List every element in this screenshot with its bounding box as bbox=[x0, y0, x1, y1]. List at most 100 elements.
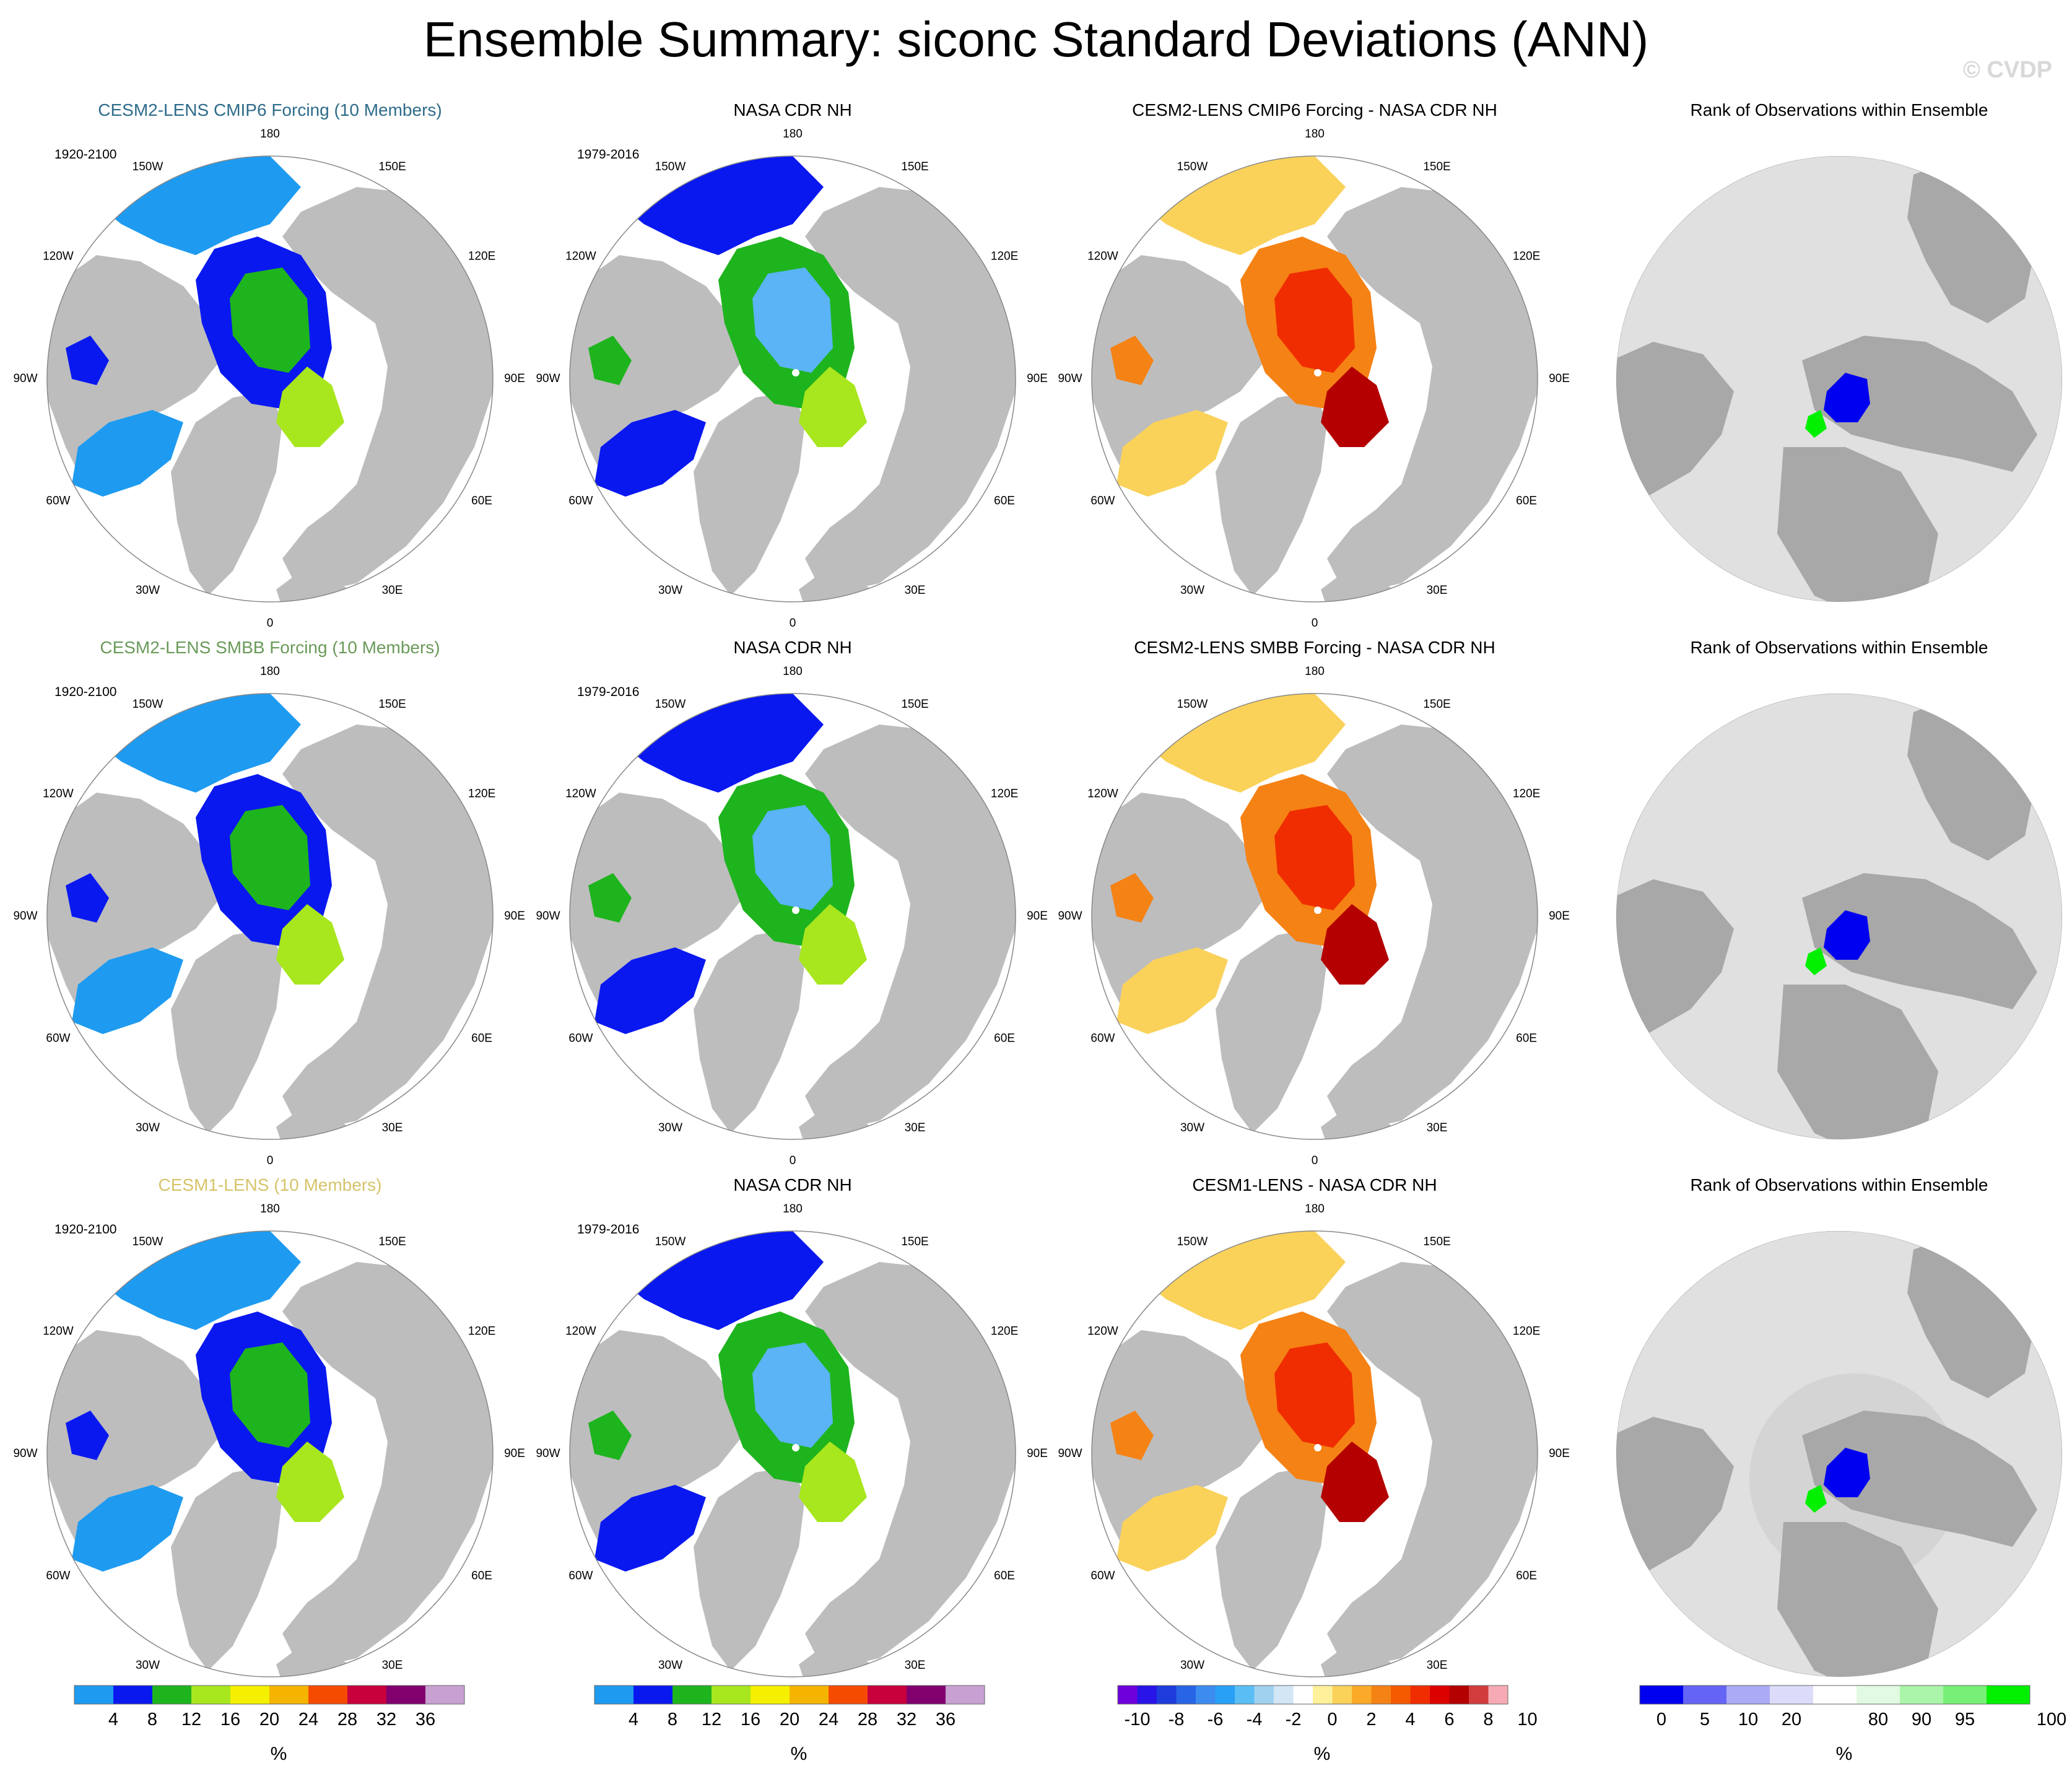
colorbar-tick-label: 8 bbox=[1483, 1710, 1493, 1729]
colorbar-swatch bbox=[790, 1686, 829, 1704]
colorbar-swatch bbox=[1726, 1686, 1770, 1704]
land-europe bbox=[799, 1646, 879, 1677]
land-europe bbox=[1321, 1108, 1401, 1139]
longitude-label: 120W bbox=[1087, 788, 1118, 801]
land-eurasia bbox=[282, 724, 493, 1133]
longitude-label: 180 bbox=[1305, 128, 1325, 141]
land-eurasia bbox=[1802, 873, 2037, 1009]
panel-r3c1: 180150E120E90E60E30E030W60W90W120W150WCE… bbox=[10, 1175, 530, 1708]
longitude-label: 150E bbox=[378, 160, 406, 173]
ice-barents bbox=[276, 1442, 344, 1522]
longitude-label: 150W bbox=[133, 698, 163, 711]
colorbar-swatch bbox=[1254, 1686, 1274, 1704]
colorbar-swatch bbox=[425, 1686, 465, 1704]
longitude-label: 150W bbox=[655, 1235, 686, 1248]
longitude-label: 90E bbox=[1549, 910, 1570, 923]
colorbar-swatch bbox=[347, 1686, 387, 1704]
land-eurasia bbox=[805, 1262, 1016, 1671]
rank-patch-high bbox=[1805, 1485, 1827, 1513]
land-europe bbox=[276, 1646, 357, 1677]
colorbar-tick-label: 12 bbox=[181, 1710, 201, 1729]
panel-r3c3: 180150E120E90E60E30E030W60W90W120W150WCE… bbox=[1055, 1175, 1575, 1708]
panel-title: NASA CDR NH bbox=[733, 100, 852, 120]
longitude-label: 30E bbox=[905, 1659, 926, 1672]
land-europe bbox=[1321, 1646, 1401, 1677]
period-label: 1920-2100 bbox=[54, 147, 117, 162]
colorbar-tick-label: 6 bbox=[1444, 1710, 1454, 1729]
land-europe bbox=[799, 571, 879, 602]
land-north-america bbox=[570, 255, 743, 484]
longitude-label: 60E bbox=[471, 495, 492, 508]
longitude-label: 60E bbox=[1516, 1570, 1537, 1583]
ice-central-arctic bbox=[752, 1342, 833, 1448]
colorbar-unit: % bbox=[1835, 1744, 1853, 1764]
land-greenland bbox=[171, 929, 282, 1133]
colorbar-swatch bbox=[1293, 1686, 1313, 1704]
colorbar-swatch bbox=[1857, 1686, 1900, 1704]
colorbar-swatch bbox=[1215, 1686, 1235, 1704]
ice-hudson bbox=[66, 336, 109, 385]
ice-labrador bbox=[1117, 410, 1228, 497]
colorbar-swatch bbox=[1813, 1686, 1857, 1704]
map-content bbox=[1092, 156, 1538, 602]
ice-barents bbox=[276, 367, 344, 447]
longitude-label: 150W bbox=[1177, 160, 1208, 173]
colorbar-tick-label: 100 bbox=[2037, 1710, 2066, 1729]
land-greenland bbox=[1216, 391, 1327, 596]
panel-title: Rank of Observations within Ensemble bbox=[1690, 100, 1988, 120]
ice-barents bbox=[1321, 904, 1389, 985]
colorbar-tick-label: 8 bbox=[668, 1710, 677, 1729]
period-label: 1979-2016 bbox=[577, 147, 640, 162]
rank-patch-low bbox=[1824, 910, 1870, 960]
map-border bbox=[569, 155, 1016, 602]
longitude-label: 60W bbox=[46, 495, 70, 508]
colorbar-tick-label: 32 bbox=[897, 1710, 916, 1729]
ice-hudson bbox=[588, 873, 632, 923]
land-north-america bbox=[47, 255, 220, 484]
pole-hole bbox=[792, 369, 799, 376]
longitude-label: 120W bbox=[1087, 1325, 1118, 1338]
longitude-label: 30E bbox=[382, 1659, 403, 1672]
longitude-label: 30W bbox=[136, 1121, 160, 1134]
longitude-label: 180 bbox=[783, 665, 803, 678]
longitude-label: 60W bbox=[1090, 1570, 1115, 1583]
longitude-label: 30E bbox=[1427, 584, 1448, 597]
colorbar-swatch bbox=[1900, 1686, 1944, 1704]
colorbar-frame bbox=[594, 1685, 985, 1705]
colorbar-tick-label: 4 bbox=[629, 1710, 638, 1729]
longitude-label: 180 bbox=[260, 665, 280, 678]
panel-title: CESM2-LENS CMIP6 Forcing (10 Members) bbox=[98, 100, 442, 120]
longitude-label: 180 bbox=[783, 128, 803, 141]
period-label: 1979-2016 bbox=[577, 685, 640, 699]
longitude-label: 150E bbox=[1423, 160, 1450, 173]
map-content bbox=[1616, 694, 2062, 1139]
longitude-label: 30W bbox=[136, 1659, 160, 1672]
land-europe bbox=[1321, 571, 1401, 602]
colorbar-swatch bbox=[751, 1686, 790, 1704]
longitude-label: 150E bbox=[901, 1235, 928, 1248]
land-greenland bbox=[694, 1466, 805, 1671]
longitude-label: 60E bbox=[1516, 495, 1537, 508]
ice-hudson bbox=[588, 336, 632, 385]
longitude-label: 90E bbox=[1027, 372, 1048, 385]
rank-patch-high bbox=[1805, 410, 1827, 438]
colorbar-swatch bbox=[1352, 1686, 1372, 1704]
colorbar-tick-label: 16 bbox=[741, 1710, 760, 1729]
longitude-label: 90E bbox=[1549, 372, 1570, 385]
panel-title: CESM2-LENS SMBB Forcing (10 Members) bbox=[100, 638, 440, 657]
longitude-label: 60E bbox=[1516, 1032, 1537, 1045]
colorbar-swatch bbox=[946, 1686, 985, 1704]
land-north-america bbox=[1092, 793, 1265, 1022]
longitude-label: 30E bbox=[905, 1121, 926, 1134]
longitude-label: 30W bbox=[1180, 1121, 1204, 1134]
longitude-label: 150E bbox=[901, 160, 928, 173]
colorbar-tick-label: 0 bbox=[1656, 1710, 1666, 1729]
colorbar-tick-label: 0 bbox=[1327, 1710, 1337, 1729]
colorbar-rank: 0 5 10 20 80 90 95 100% bbox=[1639, 1685, 2066, 1766]
longitude-label: 90E bbox=[504, 372, 525, 385]
ice-barents bbox=[1321, 1442, 1389, 1522]
land-eurasia bbox=[1802, 336, 2037, 472]
panel-r1c3: 180 150E 120E 90E 60E 30E 0 30W 60W 90W 120W 150W CE… bbox=[1055, 100, 1575, 633]
pole-hole bbox=[1314, 907, 1321, 914]
pole-hole bbox=[792, 907, 799, 914]
